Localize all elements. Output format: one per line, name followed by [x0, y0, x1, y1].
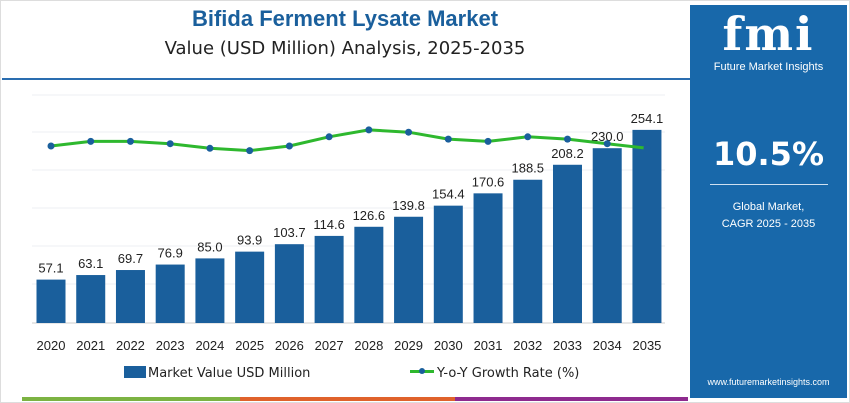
footer-strip-purple — [455, 397, 688, 401]
footer-strip-green — [22, 397, 240, 401]
x-tick-2035: 2035 — [632, 338, 661, 353]
cagr-value: 10.5% — [712, 135, 824, 173]
growth-point-2035 — [643, 144, 651, 152]
bar-label-2029: 139.8 — [392, 198, 425, 213]
x-tick-2027: 2027 — [315, 338, 344, 353]
bar-2035 — [632, 129, 662, 323]
growth-point-2030 — [444, 135, 452, 143]
x-tick-2029: 2029 — [394, 338, 423, 353]
bar-label-2034: 230.0 — [591, 129, 624, 144]
bar-2027 — [314, 235, 344, 323]
legend-bar: Market Value USD Million — [124, 366, 310, 382]
legend-line-label: Y-o-Y Growth Rate (%) — [437, 366, 580, 381]
growth-point-2034 — [603, 140, 611, 148]
footer-strip-orange — [240, 397, 455, 401]
growth-point-2032 — [524, 133, 532, 141]
bar-2026 — [274, 244, 304, 323]
x-tick-2032: 2032 — [513, 338, 542, 353]
bar-2028 — [354, 226, 384, 323]
x-tick-2024: 2024 — [195, 338, 224, 353]
bar-label-2032: 188.5 — [511, 161, 544, 176]
growth-point-2031 — [484, 137, 492, 145]
growth-point-2025 — [246, 147, 254, 155]
growth-point-2028 — [365, 126, 373, 134]
bar-2031 — [473, 193, 503, 323]
growth-point-2023 — [166, 140, 174, 148]
x-tick-2033: 2033 — [553, 338, 582, 353]
legend-bar-label: Market Value USD Million — [148, 366, 311, 381]
fmi-logo: fmi — [722, 7, 815, 61]
growth-point-2020 — [47, 142, 55, 150]
growth-point-2027 — [325, 133, 333, 141]
bar-label-2022: 69.7 — [118, 251, 143, 266]
x-tick-2026: 2026 — [275, 338, 304, 353]
x-tick-2025: 2025 — [235, 338, 264, 353]
bar-2023 — [155, 264, 185, 323]
bar-2020 — [36, 279, 66, 323]
bar-label-2023: 76.9 — [158, 246, 183, 261]
bar-label-2027: 114.6 — [313, 217, 345, 232]
chart-title: Bifida Ferment Lysate Market — [191, 6, 499, 31]
bar-label-2020: 57.1 — [38, 261, 63, 276]
growth-point-2021 — [87, 137, 95, 145]
legend-line-swatch-icon — [410, 368, 434, 374]
bar-label-2021: 63.1 — [78, 256, 103, 271]
bar-2025 — [235, 251, 265, 323]
logo-subtitle: Future Market Insights — [713, 61, 824, 73]
bar-2033 — [552, 164, 582, 323]
growth-point-2026 — [285, 142, 293, 150]
cagr-divider — [709, 184, 828, 185]
growth-point-2029 — [405, 128, 413, 136]
bar-label-2033: 208.2 — [551, 146, 584, 161]
legend-line: Y-o-Y Growth Rate (%) — [410, 366, 579, 382]
bar-2022 — [115, 270, 145, 323]
bar-2032 — [513, 179, 543, 323]
x-tick-2030: 2030 — [434, 338, 463, 353]
bar-2034 — [592, 148, 622, 323]
x-tick-2022: 2022 — [116, 338, 145, 353]
bar-label-2035: 254.1 — [631, 111, 664, 126]
growth-point-2022 — [126, 137, 134, 145]
website-url: www.futuremarketinsights.com — [707, 377, 830, 387]
growth-point-2024 — [206, 144, 214, 152]
cagr-label-2: CAGR 2025 - 2035 — [721, 218, 816, 230]
bar-label-2024: 85.0 — [197, 239, 222, 254]
chart-plot: 57.1 2020 63.1 2021 69.7 2022 76.9 2023 85.0 2024… — [32, 94, 665, 353]
bar-label-2030: 154.4 — [432, 187, 465, 202]
bar-label-2031: 170.6 — [472, 174, 505, 189]
side-panel: fmi Future Market Insights 10.5% Global … — [690, 5, 847, 398]
legend-bar-swatch-icon — [124, 366, 146, 378]
title-divider — [2, 78, 690, 80]
x-tick-2028: 2028 — [354, 338, 383, 353]
x-tick-2031: 2031 — [474, 338, 503, 353]
cagr-label-1: Global Market, — [732, 201, 805, 213]
bar-2029 — [394, 216, 424, 323]
chart-subtitle: Value (USD Million) Analysis, 2025-2035 — [164, 38, 526, 59]
growth-line — [50, 128, 648, 153]
x-tick-2020: 2020 — [37, 338, 66, 353]
x-tick-2023: 2023 — [156, 338, 185, 353]
x-tick-2021: 2021 — [76, 338, 105, 353]
bar-label-2025: 93.9 — [237, 233, 262, 248]
bar-label-2026: 103.7 — [273, 225, 306, 240]
bar-2024 — [195, 258, 225, 323]
x-tick-2034: 2034 — [593, 338, 622, 353]
bar-label-2028: 126.6 — [353, 208, 386, 223]
bar-2030 — [433, 205, 463, 323]
bar-2021 — [76, 275, 106, 323]
growth-point-2033 — [563, 135, 571, 143]
